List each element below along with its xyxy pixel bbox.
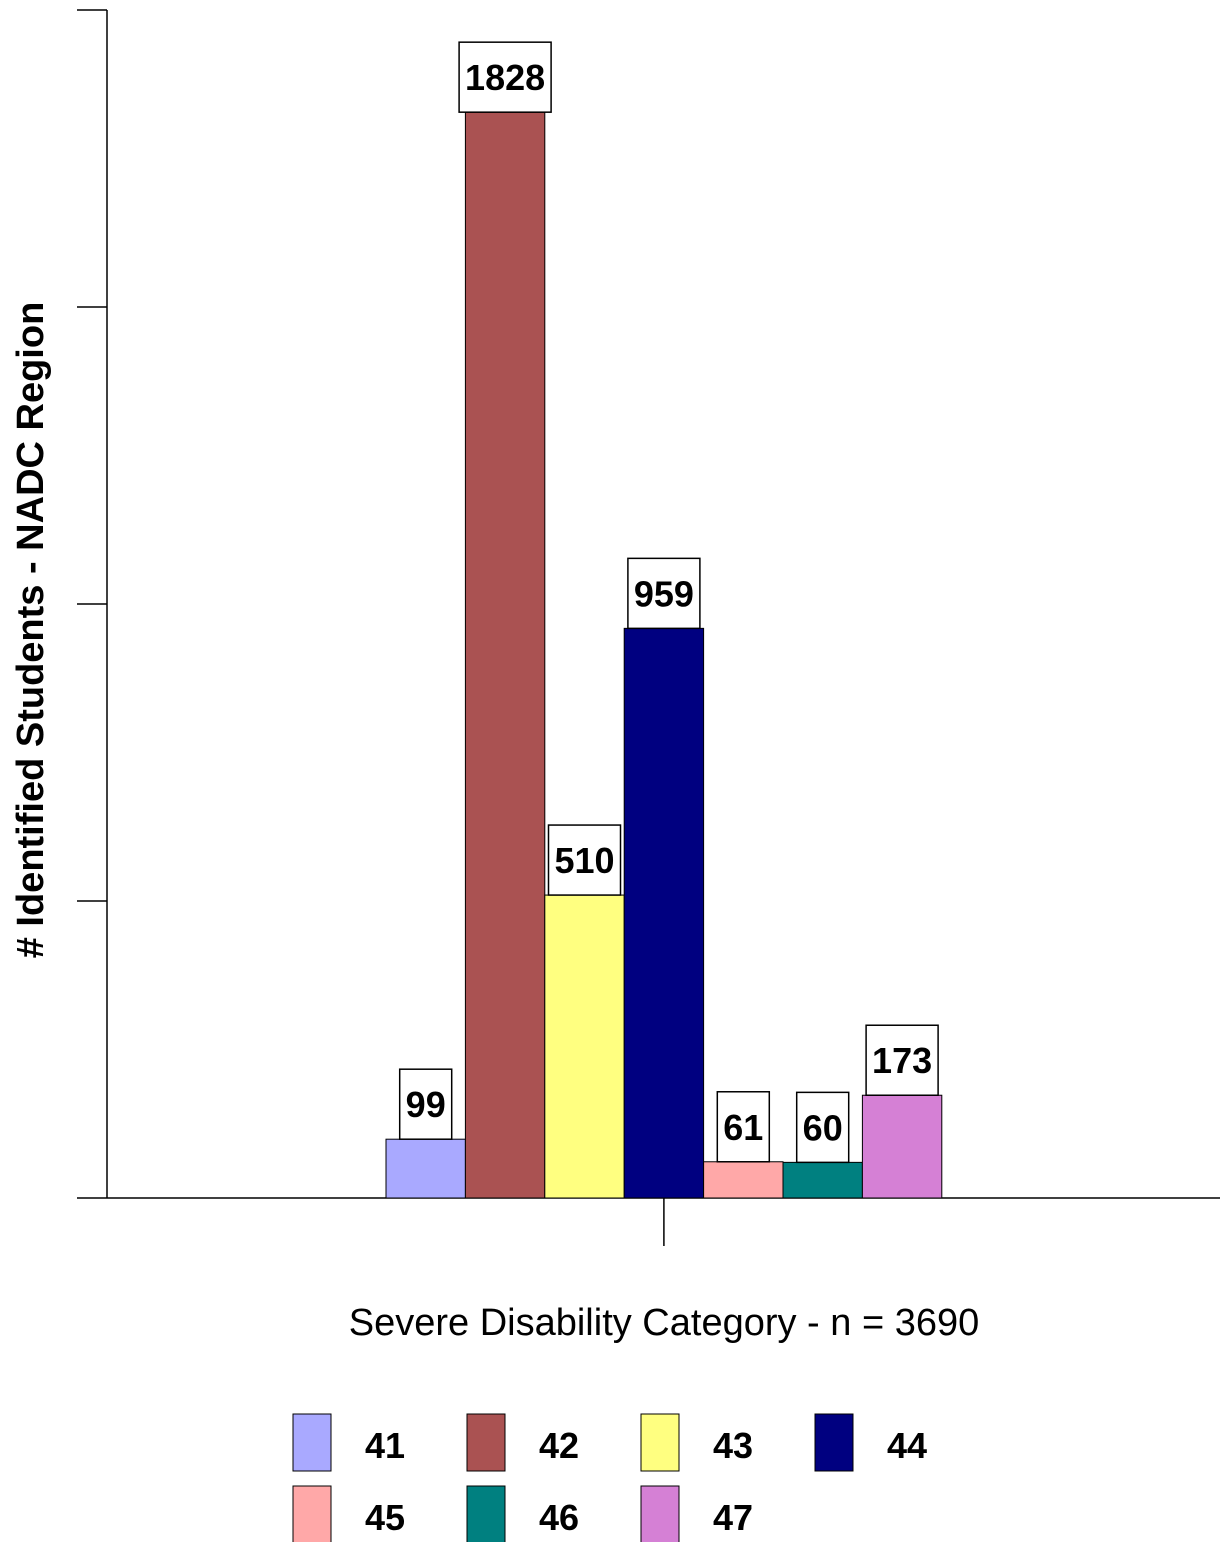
data-label-text: 959: [634, 573, 694, 614]
legend-item-44: 44: [814, 1413, 927, 1472]
bar-45: [703, 1161, 784, 1199]
bar-41: [385, 1138, 466, 1199]
data-label-text: 60: [803, 1107, 843, 1148]
legend-item-46: 46: [466, 1485, 579, 1542]
bar-44: [623, 627, 705, 1199]
data-label-41: 99: [398, 1068, 453, 1140]
legend-label: 42: [539, 1425, 579, 1466]
legend-label: 44: [887, 1425, 927, 1466]
data-label-44: 959: [627, 557, 701, 630]
data-label-box: [795, 1091, 850, 1164]
data-label-46: 60: [795, 1091, 850, 1164]
data-label-text: 61: [723, 1107, 763, 1148]
data-label-43: 510: [547, 824, 622, 896]
legend-item-42: 42: [466, 1413, 579, 1472]
bar-46: [782, 1161, 863, 1199]
y-axis-label: # Identified Students - NADC Region: [10, 302, 52, 959]
legend-swatch: [466, 1485, 506, 1542]
legend-label: 41: [365, 1425, 405, 1466]
legend-item-43: 43: [640, 1413, 753, 1472]
legend-swatch: [466, 1413, 506, 1472]
data-label-box: [398, 1068, 453, 1140]
legend-label: 43: [713, 1425, 753, 1466]
data-label-text: 99: [406, 1084, 446, 1125]
legend-swatch: [292, 1413, 332, 1472]
data-label-42: 1828: [458, 41, 552, 113]
bars: [385, 111, 943, 1199]
data-label-45: 61: [716, 1091, 771, 1163]
data-labels: 99 1828 510 959 61 60 173: [398, 41, 939, 1164]
legend-item-45: 45: [292, 1485, 405, 1542]
legend-swatch: [640, 1413, 680, 1472]
legend-label: 46: [539, 1497, 579, 1538]
data-label-box: [458, 41, 552, 113]
bar-42: [464, 111, 546, 1199]
legend-swatch: [814, 1413, 854, 1472]
data-label-47: 173: [865, 1024, 939, 1096]
data-label-box: [547, 824, 622, 896]
bar-43: [544, 894, 625, 1199]
legend-item-41: 41: [292, 1413, 405, 1472]
legend: 41 42 43 44 45 46 47: [292, 1413, 927, 1542]
bar-47: [861, 1094, 943, 1199]
legend-swatch: [640, 1485, 680, 1542]
data-label-text: 173: [872, 1040, 932, 1081]
data-label-text: 1828: [465, 57, 545, 98]
legend-label: 45: [365, 1497, 405, 1538]
legend-label: 47: [713, 1497, 753, 1538]
y-axis-ticks: [77, 9, 107, 1199]
x-axis-label: Severe Disability Category - n = 3690: [349, 1302, 980, 1344]
legend-swatch: [292, 1485, 332, 1542]
data-label-box: [716, 1091, 771, 1163]
data-label-box: [627, 557, 701, 630]
data-label-text: 510: [554, 840, 614, 881]
data-label-box: [865, 1024, 939, 1096]
legend-item-47: 47: [640, 1485, 753, 1542]
